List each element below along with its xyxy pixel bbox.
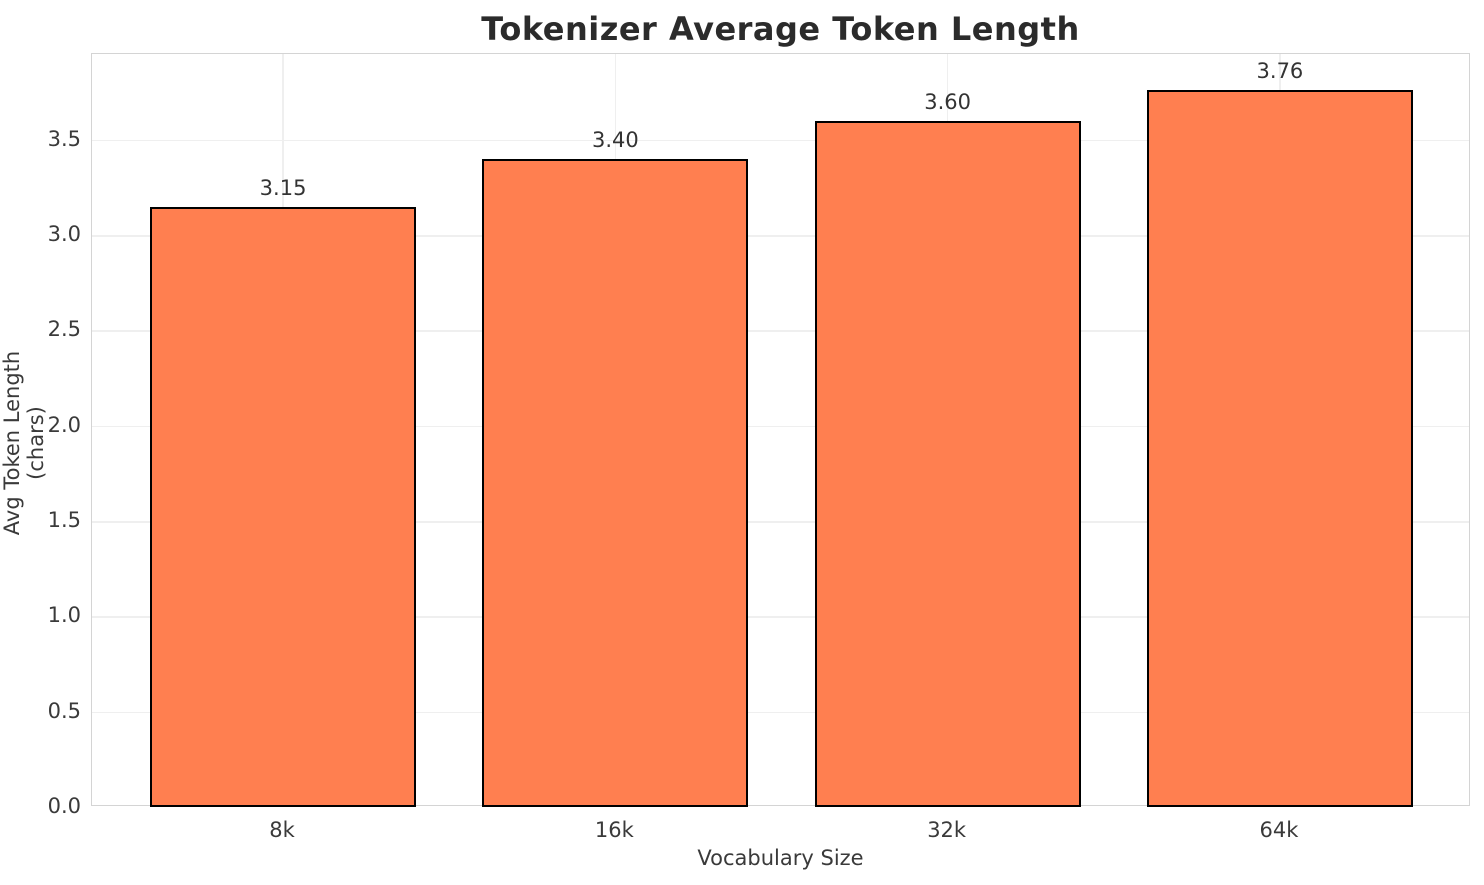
y-tick-label: 0.0 xyxy=(47,794,81,818)
x-tick-label: 16k xyxy=(594,818,634,842)
h-gridline xyxy=(92,330,1469,332)
x-axis-label: Vocabulary Size xyxy=(697,846,864,870)
y-tick-label: 3.0 xyxy=(47,222,81,247)
bar-value-label: 3.76 xyxy=(1256,59,1304,84)
h-gridline xyxy=(92,711,1469,714)
bar-64k xyxy=(1147,90,1413,807)
chart-title: Tokenizer Average Token Length xyxy=(481,10,1080,48)
bar-16k xyxy=(482,158,749,807)
y-tick-label: 1.5 xyxy=(47,508,81,533)
plot-area: 3.15 3.40 3.60 3.76 xyxy=(91,53,1470,807)
y-tick-label: 1.0 xyxy=(47,603,81,628)
h-gridline xyxy=(92,521,1469,523)
y-tick-label: 3.5 xyxy=(47,126,81,151)
y-axis-label: Avg Token Length (chars) xyxy=(0,350,48,536)
bar-value-label: 3.40 xyxy=(591,127,639,152)
x-tick-label: 8k xyxy=(269,818,295,842)
x-tick-label: 64k xyxy=(1259,818,1299,842)
h-gridline xyxy=(92,235,1469,237)
y-tick-label: 2.5 xyxy=(47,317,81,342)
bar-value-label: 3.60 xyxy=(924,89,972,114)
bar-8k xyxy=(150,206,416,807)
bar-32k xyxy=(814,120,1081,807)
bar-value-label: 3.15 xyxy=(259,175,307,200)
x-tick-label: 32k xyxy=(927,818,967,842)
h-gridline xyxy=(92,425,1469,428)
y-tick-label: 2.0 xyxy=(47,412,81,437)
y-tick-label: 0.5 xyxy=(47,698,81,723)
h-gridline xyxy=(92,616,1469,618)
h-gridline xyxy=(92,139,1469,142)
